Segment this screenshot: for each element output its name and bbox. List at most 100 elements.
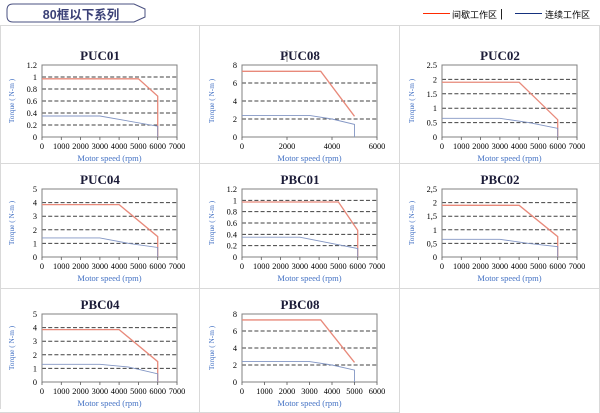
svg-text:1000: 1000 xyxy=(53,142,70,151)
svg-text:7000: 7000 xyxy=(569,262,586,271)
svg-text:3: 3 xyxy=(33,212,37,221)
svg-text:1000: 1000 xyxy=(53,387,70,396)
svg-text:2: 2 xyxy=(233,361,237,370)
svg-text:1000: 1000 xyxy=(253,262,270,271)
svg-text:3000: 3000 xyxy=(492,142,509,151)
svg-text:8: 8 xyxy=(233,310,237,319)
svg-text:4000: 4000 xyxy=(111,142,128,151)
svg-text:6000: 6000 xyxy=(549,262,566,271)
svg-text:0: 0 xyxy=(440,262,444,271)
svg-text:PBC04: PBC04 xyxy=(81,297,121,312)
svg-text:2000: 2000 xyxy=(472,142,489,151)
svg-text:6000: 6000 xyxy=(549,142,566,151)
svg-text:0.2: 0.2 xyxy=(227,242,237,251)
svg-text:8: 8 xyxy=(233,61,237,70)
svg-text:6: 6 xyxy=(233,327,237,336)
svg-text:2000: 2000 xyxy=(72,142,89,151)
svg-text:4: 4 xyxy=(233,344,238,353)
svg-text:1: 1 xyxy=(33,239,37,248)
svg-text:4: 4 xyxy=(233,97,238,106)
svg-text:6000: 6000 xyxy=(149,387,166,396)
svg-text:0.4: 0.4 xyxy=(227,230,238,239)
svg-text:2: 2 xyxy=(33,351,37,360)
svg-text:0.8: 0.8 xyxy=(227,208,237,217)
svg-text:Motor speed (rpm): Motor speed (rpm) xyxy=(77,153,141,163)
svg-text:PBC08: PBC08 xyxy=(281,297,321,312)
svg-text:6000: 6000 xyxy=(149,262,166,271)
svg-text:Torque ( N-m ): Torque ( N-m ) xyxy=(407,78,416,123)
svg-text:5000: 5000 xyxy=(130,387,147,396)
svg-text:Motor speed (rpm): Motor speed (rpm) xyxy=(77,398,141,408)
svg-text:1: 1 xyxy=(233,196,237,205)
svg-text:2,5: 2,5 xyxy=(427,185,437,194)
svg-text:3000: 3000 xyxy=(292,262,309,271)
svg-text:Torque ( N-m ): Torque ( N-m ) xyxy=(207,78,216,123)
svg-text:7000: 7000 xyxy=(169,262,186,271)
svg-text:1: 1 xyxy=(433,104,437,113)
svg-text:7000: 7000 xyxy=(369,262,386,271)
svg-text:0: 0 xyxy=(240,262,244,271)
svg-text:3000: 3000 xyxy=(92,262,109,271)
svg-text:0: 0 xyxy=(240,387,244,396)
svg-text:2000: 2000 xyxy=(279,142,296,151)
svg-text:2: 2 xyxy=(233,115,237,124)
svg-text:0: 0 xyxy=(33,253,37,262)
svg-text:4000: 4000 xyxy=(324,142,341,151)
svg-text:6000: 6000 xyxy=(349,262,366,271)
svg-text:Torque ( N-m ): Torque ( N-m ) xyxy=(207,325,216,370)
svg-text:1000: 1000 xyxy=(53,262,70,271)
svg-text:Motor speed (rpm): Motor speed (rpm) xyxy=(477,153,541,163)
svg-text:0.5: 0.5 xyxy=(427,119,437,128)
svg-text:1000: 1000 xyxy=(453,142,470,151)
svg-text:0: 0 xyxy=(433,253,437,262)
svg-text:1000: 1000 xyxy=(453,262,470,271)
svg-text:Torque ( N-m ): Torque ( N-m ) xyxy=(7,325,16,370)
svg-text:1.5: 1.5 xyxy=(427,90,437,99)
svg-text:Motor speed (rpm): Motor speed (rpm) xyxy=(477,273,541,283)
svg-text:PUC08: PUC08 xyxy=(280,48,320,63)
svg-text:1: 1 xyxy=(33,364,37,373)
svg-text:3: 3 xyxy=(33,337,37,346)
svg-text:5000: 5000 xyxy=(330,262,347,271)
svg-text:2000: 2000 xyxy=(72,262,89,271)
svg-text:1.2: 1.2 xyxy=(27,61,37,70)
svg-text:3000: 3000 xyxy=(92,387,109,396)
svg-text:4000: 4000 xyxy=(511,142,528,151)
svg-text:5000: 5000 xyxy=(530,142,547,151)
svg-text:7000: 7000 xyxy=(169,387,186,396)
svg-text:5000: 5000 xyxy=(530,262,547,271)
svg-text:PUC01: PUC01 xyxy=(80,48,120,63)
svg-text:PBC01: PBC01 xyxy=(281,172,320,187)
svg-text:0: 0 xyxy=(233,133,237,142)
svg-text:1.2: 1.2 xyxy=(227,185,237,194)
svg-text:5000: 5000 xyxy=(130,262,147,271)
svg-text:Torque ( N-m ): Torque ( N-m ) xyxy=(7,200,16,245)
svg-text:2000: 2000 xyxy=(272,262,289,271)
svg-text:7000: 7000 xyxy=(169,142,186,151)
svg-text:2.5: 2.5 xyxy=(427,61,437,70)
svg-text:2000: 2000 xyxy=(279,387,296,396)
svg-text:4000: 4000 xyxy=(511,262,528,271)
svg-text:6000: 6000 xyxy=(149,142,166,151)
svg-text:0: 0 xyxy=(40,262,44,271)
svg-text:6000: 6000 xyxy=(369,142,386,151)
svg-text:0: 0 xyxy=(40,387,44,396)
svg-text:0: 0 xyxy=(240,142,244,151)
svg-text:0: 0 xyxy=(33,378,37,387)
svg-text:3000: 3000 xyxy=(492,262,509,271)
svg-text:1: 1 xyxy=(433,226,437,235)
svg-text:4000: 4000 xyxy=(311,262,328,271)
svg-text:Motor speed (rpm): Motor speed (rpm) xyxy=(277,398,341,408)
svg-text:2: 2 xyxy=(33,226,37,235)
svg-text:5000: 5000 xyxy=(346,387,363,396)
svg-text:2: 2 xyxy=(433,199,437,208)
svg-text:0: 0 xyxy=(440,142,444,151)
svg-text:0,5: 0,5 xyxy=(427,239,437,248)
svg-text:0: 0 xyxy=(233,253,237,262)
svg-text:7000: 7000 xyxy=(569,142,586,151)
svg-text:0.6: 0.6 xyxy=(227,219,237,228)
svg-text:PUC02: PUC02 xyxy=(480,48,520,63)
svg-text:Motor speed (rpm): Motor speed (rpm) xyxy=(277,273,341,283)
svg-text:2000: 2000 xyxy=(472,262,489,271)
svg-text:Torque ( N-m ): Torque ( N-m ) xyxy=(7,78,16,123)
